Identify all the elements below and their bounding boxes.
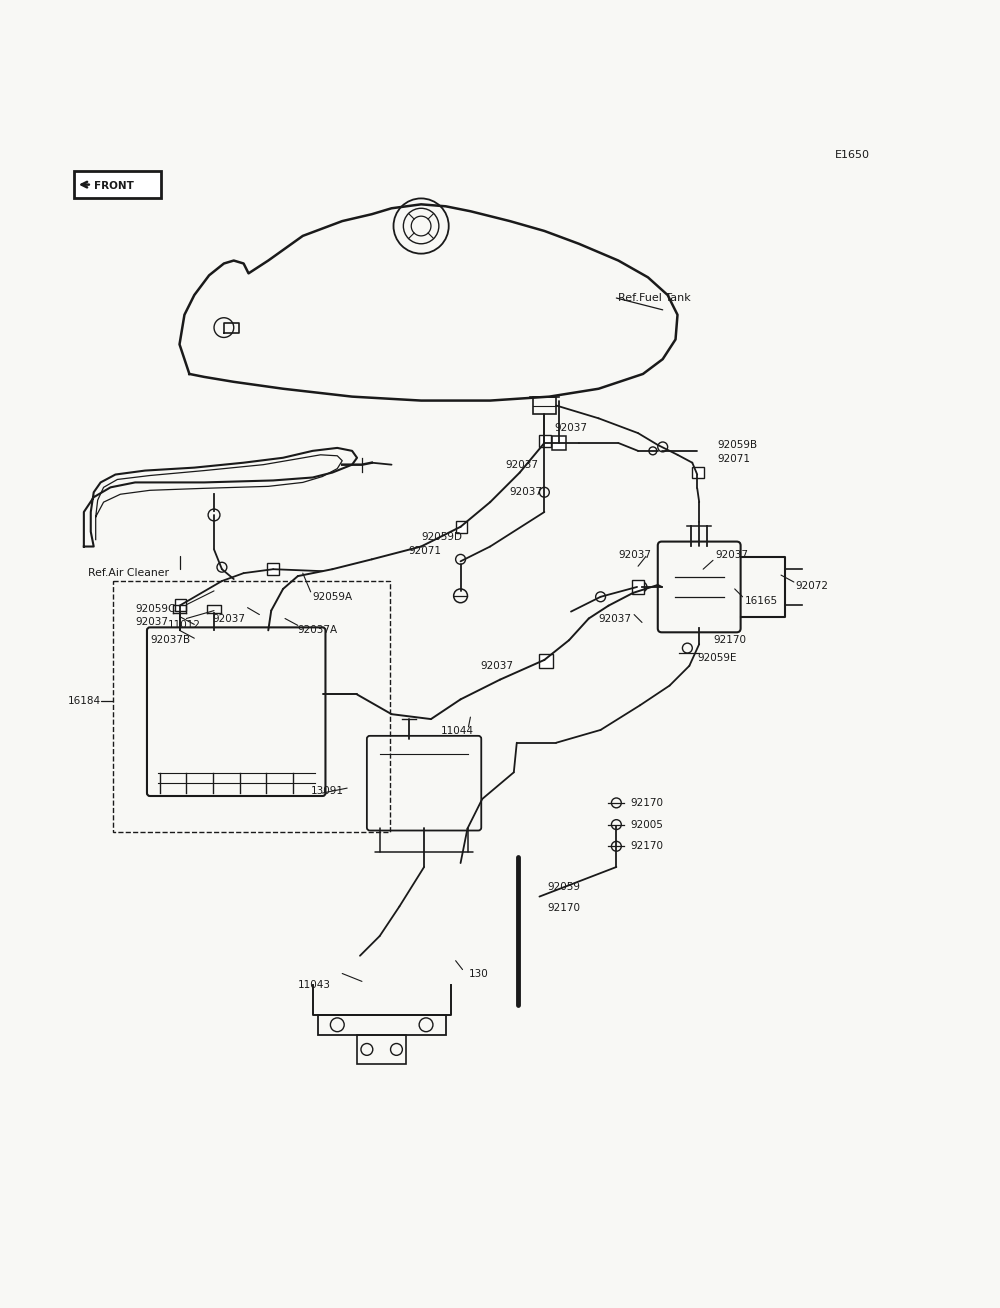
Text: 92037B: 92037B (150, 636, 190, 645)
Text: 92037: 92037 (554, 424, 587, 433)
Bar (552, 436, 566, 450)
Text: 92037A: 92037A (298, 625, 338, 636)
Text: 92037: 92037 (480, 661, 513, 671)
Text: 92170: 92170 (713, 636, 746, 645)
Text: 11043: 11043 (298, 980, 331, 990)
Bar (632, 579, 644, 594)
Text: 92059B: 92059B (717, 439, 757, 450)
Bar (113, 581, 390, 832)
Text: 92059E: 92059E (697, 653, 737, 663)
Bar (539, 436, 551, 447)
Bar (74, 171, 161, 199)
Text: 92170: 92170 (630, 798, 663, 808)
Text: Ref.Air Cleaner: Ref.Air Cleaner (88, 568, 169, 578)
Text: 16184: 16184 (68, 696, 101, 706)
Text: 92071: 92071 (408, 547, 441, 556)
Text: 92059C: 92059C (135, 603, 176, 613)
Text: 92037: 92037 (505, 459, 538, 470)
Bar (533, 396, 556, 415)
Text: 130: 130 (468, 968, 488, 978)
Bar (267, 564, 279, 576)
Text: 11012: 11012 (168, 620, 201, 630)
Text: 92037: 92037 (510, 488, 543, 497)
Text: 11044: 11044 (441, 726, 474, 736)
Text: 92170: 92170 (630, 841, 663, 852)
Text: 92005: 92005 (630, 820, 663, 829)
Text: 92071: 92071 (717, 454, 750, 464)
Text: 92059: 92059 (547, 882, 580, 892)
Bar (357, 1035, 406, 1065)
Bar (456, 521, 467, 532)
Text: Ref.Fuel Tank: Ref.Fuel Tank (618, 293, 691, 303)
Text: 92170: 92170 (547, 904, 580, 913)
Bar (318, 1015, 446, 1035)
Text: 16165: 16165 (745, 595, 778, 606)
Text: E1650: E1650 (835, 150, 870, 160)
Text: 92059D: 92059D (421, 531, 462, 542)
Text: 92059A: 92059A (313, 591, 353, 602)
Text: 92037: 92037 (618, 551, 651, 560)
Text: 92037: 92037 (135, 617, 168, 628)
Bar (539, 654, 553, 668)
Bar (692, 467, 704, 479)
Text: 13091: 13091 (311, 786, 344, 797)
Text: 92037: 92037 (715, 551, 748, 560)
Text: FRONT: FRONT (94, 181, 134, 191)
Text: 92037: 92037 (599, 613, 632, 624)
Text: 92072: 92072 (796, 581, 829, 591)
Bar (175, 599, 186, 611)
Text: 92037: 92037 (212, 613, 245, 624)
